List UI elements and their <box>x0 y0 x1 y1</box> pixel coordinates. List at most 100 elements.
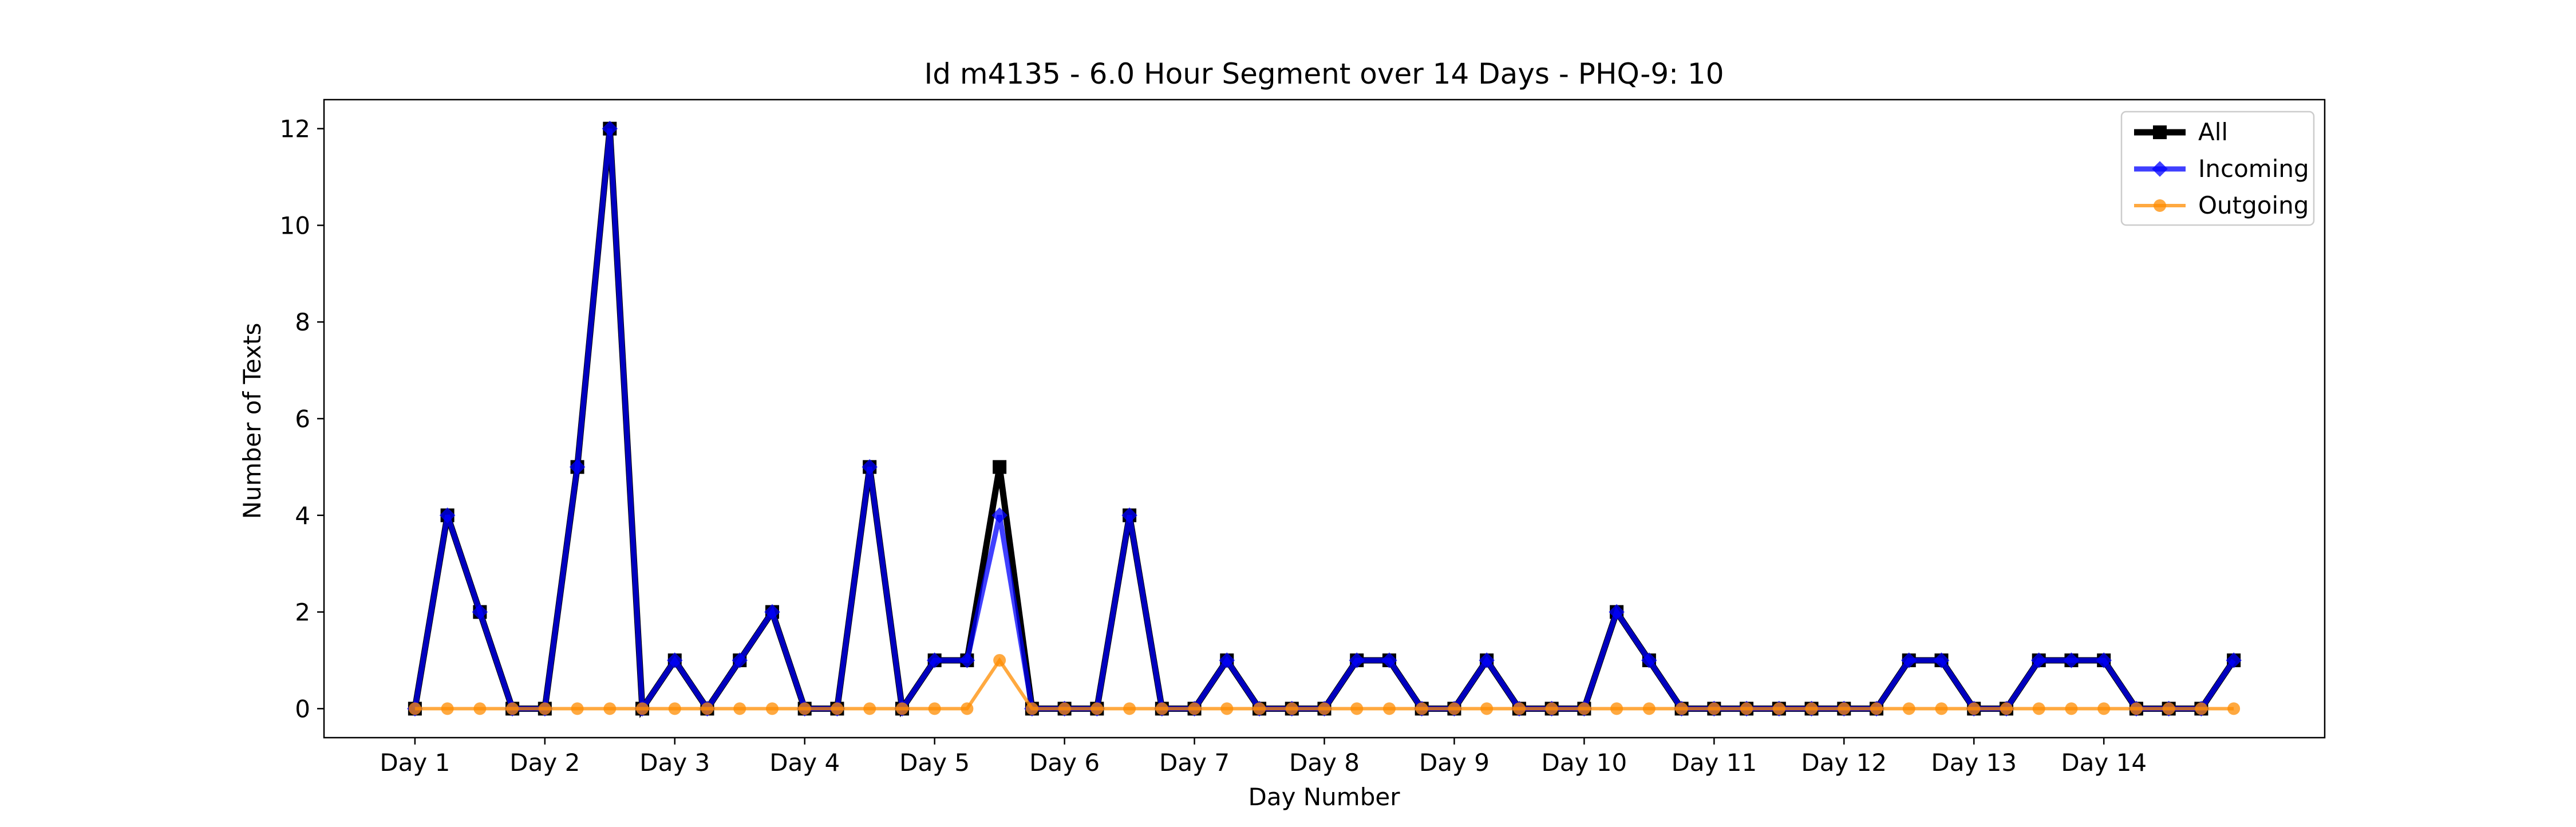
chart-title: Id m4135 - 6.0 Hour Segment over 14 Days… <box>924 57 1724 90</box>
x-tick-label: Day 6 <box>1029 749 1100 777</box>
data-point-outgoing <box>765 702 779 715</box>
data-point-incoming <box>1121 507 1137 523</box>
legend: All Incoming Outgoing <box>2120 111 2315 226</box>
data-point-outgoing <box>1058 702 1071 715</box>
y-tick-label: 4 <box>295 502 310 530</box>
data-point-all <box>993 460 1007 474</box>
data-point-outgoing <box>2227 702 2241 715</box>
data-point-outgoing <box>2162 702 2175 715</box>
data-point-outgoing <box>1220 702 1234 715</box>
data-point-incoming <box>1641 652 1657 668</box>
x-tick-label: Day 12 <box>1801 749 1887 777</box>
data-point-incoming <box>439 507 456 523</box>
data-point-outgoing <box>928 702 941 715</box>
legend-box <box>2120 111 2315 226</box>
data-point-incoming <box>2063 652 2080 668</box>
data-point-outgoing <box>408 702 421 715</box>
data-point-outgoing <box>2195 702 2208 715</box>
data-point-incoming <box>602 120 618 137</box>
x-tick-label: Day 2 <box>509 749 580 777</box>
data-point-outgoing <box>2032 702 2045 715</box>
data-point-outgoing <box>1415 702 1428 715</box>
y-tick-label: 10 <box>280 211 310 239</box>
x-tick-label: Day 13 <box>1931 749 2017 777</box>
data-point-outgoing <box>2000 702 2013 715</box>
data-point-incoming <box>926 652 943 668</box>
data-point-outgoing <box>1967 702 1981 715</box>
data-point-outgoing <box>1448 702 1461 715</box>
data-point-outgoing <box>1935 702 1948 715</box>
data-point-outgoing <box>701 702 714 715</box>
data-point-outgoing <box>1772 702 1785 715</box>
data-point-incoming <box>2096 652 2112 668</box>
y-tick-label: 8 <box>295 308 310 336</box>
x-tick-label: Day 7 <box>1159 749 1230 777</box>
data-point-outgoing <box>1578 702 1591 715</box>
data-point-incoming <box>991 507 1008 523</box>
legend-label: Incoming <box>2198 155 2309 183</box>
data-point-outgoing <box>1253 702 1266 715</box>
legend-swatch-marker <box>2152 161 2168 177</box>
data-point-incoming <box>2226 652 2242 668</box>
data-point-incoming <box>1479 652 1495 668</box>
series-layer <box>407 120 2242 719</box>
data-point-outgoing <box>441 702 454 715</box>
legend-entry-incoming: Incoming <box>2134 155 2309 183</box>
data-point-outgoing <box>1805 702 1818 715</box>
x-tick-label: Day 4 <box>769 749 840 777</box>
data-point-incoming <box>2030 652 2047 668</box>
legend-swatch-marker <box>2154 199 2166 212</box>
legend-entry-all: All <box>2134 118 2228 146</box>
data-point-outgoing <box>1123 702 1136 715</box>
data-point-incoming <box>472 604 488 620</box>
data-point-outgoing <box>2129 702 2143 715</box>
data-point-outgoing <box>733 702 746 715</box>
data-point-outgoing <box>1708 702 1721 715</box>
y-tick-label: 6 <box>295 405 310 433</box>
data-point-outgoing <box>1838 702 1851 715</box>
data-point-incoming <box>1933 652 1950 668</box>
x-tick-label: Day 9 <box>1419 749 1490 777</box>
data-point-outgoing <box>1350 702 1364 715</box>
data-point-outgoing <box>506 702 519 715</box>
x-tick-label: Day 8 <box>1289 749 1360 777</box>
data-point-outgoing <box>1025 702 1038 715</box>
data-point-outgoing <box>863 702 876 715</box>
x-tick-label: Day 10 <box>1542 749 1627 777</box>
data-point-outgoing <box>1382 702 1396 715</box>
data-point-outgoing <box>1642 702 1656 715</box>
x-tick-label: Day 3 <box>639 749 710 777</box>
data-point-outgoing <box>603 702 617 715</box>
data-point-incoming <box>1381 652 1397 668</box>
axes-layer: 0 2 4 6 8 10 12 Day 1 Day 2 Day 3 Day 4 Day 5 Day 6 D… <box>280 115 2147 777</box>
data-point-outgoing <box>538 702 551 715</box>
data-point-outgoing <box>1318 702 1331 715</box>
data-point-incoming <box>1609 604 1625 620</box>
data-point-outgoing <box>1480 702 1494 715</box>
data-point-outgoing <box>1091 702 1104 715</box>
legend-label: All <box>2198 118 2228 146</box>
data-point-outgoing <box>636 702 649 715</box>
data-point-outgoing <box>895 702 908 715</box>
data-point-outgoing <box>473 702 487 715</box>
data-point-outgoing <box>1512 702 1526 715</box>
data-point-outgoing <box>1675 702 1688 715</box>
data-point-outgoing <box>1188 702 1201 715</box>
data-point-incoming <box>732 652 748 668</box>
data-point-outgoing <box>1610 702 1623 715</box>
data-point-outgoing <box>668 702 681 715</box>
data-point-outgoing <box>993 653 1006 667</box>
data-point-incoming <box>666 652 683 668</box>
y-tick-label: 12 <box>280 115 310 143</box>
x-axis-label: Day Number <box>1248 783 1400 811</box>
data-point-incoming <box>1349 652 1365 668</box>
x-tick-label: Day 14 <box>2061 749 2147 777</box>
data-point-outgoing <box>1285 702 1298 715</box>
data-point-outgoing <box>1902 702 1915 715</box>
data-point-incoming <box>569 459 586 475</box>
legend-entry-outgoing: Outgoing <box>2134 191 2309 219</box>
data-point-outgoing <box>2097 702 2111 715</box>
data-point-outgoing <box>961 702 974 715</box>
